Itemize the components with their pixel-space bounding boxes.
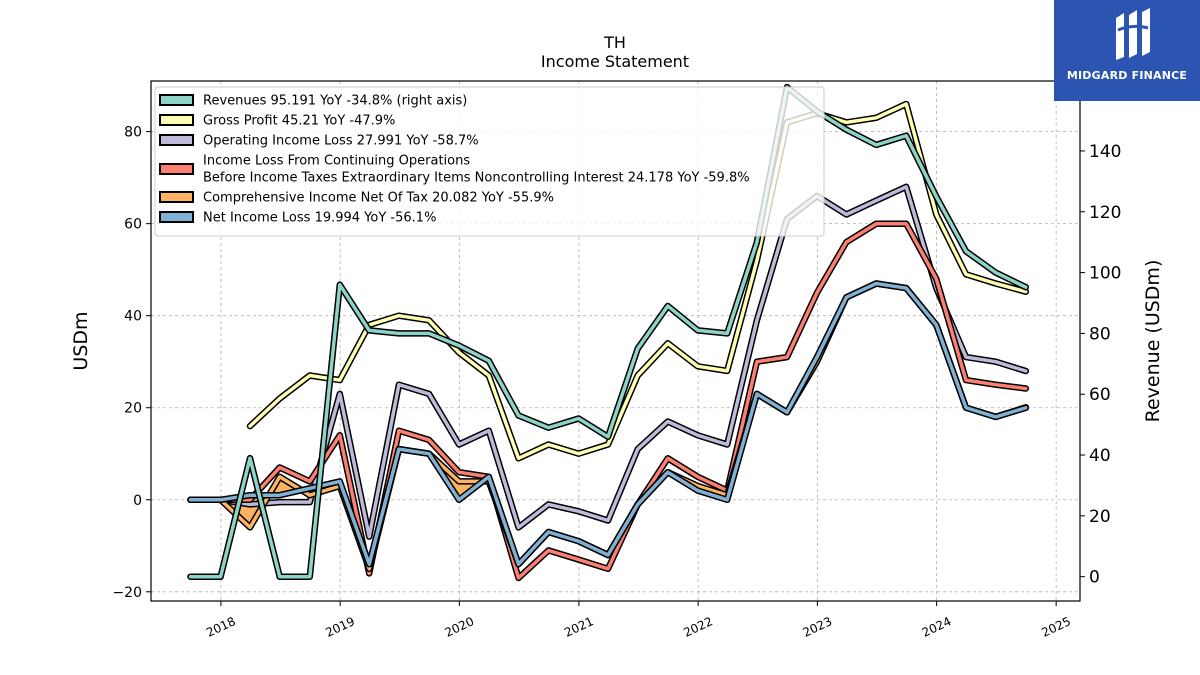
plot-frame [150,80,1081,602]
brand-logo-text: MIDGARD FINANCE [1066,69,1188,82]
legend-swatch [159,191,194,203]
legend-swatch [159,163,194,175]
y-right-tick-label: 80 [1089,324,1111,344]
legend-swatch [159,211,194,223]
chart-ticker: TH [603,33,626,52]
legend-label: Income Loss From Continuing Operations [203,154,470,169]
legend-swatch [159,134,194,146]
x-tick-label: 2025 [1039,614,1073,640]
legend-swatch [159,114,194,126]
x-tick-label: 2018 [204,614,238,640]
series-line [188,221,1028,580]
series-line [188,281,1028,566]
y-right-tick-label: 20 [1089,507,1111,527]
series-line [188,85,1028,579]
x-tick-label: 2021 [562,614,596,640]
legend-label: Comprehensive Income Net Of Tax 20.082 Y… [203,191,554,206]
y-right-tick-label: 60 [1089,385,1111,405]
x-tick-label: 2023 [801,614,835,640]
legend-label: Before Income Taxes Extraordinary Items … [203,171,750,186]
y-tick-label: 20 [124,401,142,417]
y-right-tick-label: 100 [1089,264,1121,284]
x-tick-label: 2020 [443,614,477,640]
y-right-tick-label: 40 [1089,446,1111,466]
legend-swatch [159,94,194,106]
x-tick-label: 2022 [681,614,715,640]
legend-label: Net Income Loss 19.994 YoY -56.1% [203,211,436,226]
legend-label: Gross Profit 45.21 YoY -47.9% [203,114,395,129]
y-tick-label: 40 [124,309,142,325]
legend-box [154,86,825,237]
y-tick-label: 80 [124,125,142,141]
chart-subtitle: Income Statement [541,52,689,71]
brand-logo: MIDGARD FINANCE [1054,0,1200,101]
x-tick-label: 2019 [323,614,357,640]
series-line [188,185,1028,539]
y-tick-label: −20 [112,585,142,601]
series-layer [187,83,1030,582]
y-tick-label: 0 [133,493,142,509]
legend-label: Revenues 95.191 YoY -34.8% (right axis) [203,94,467,109]
y-tick-label: 60 [124,217,142,233]
series-line [248,102,1028,461]
x-tick-label: 2024 [920,614,954,640]
y-right-tick-label: 140 [1089,142,1121,162]
legend: Revenues 95.191 YoY -34.8% (right axis) G… [154,86,825,237]
y-right-tick-label: 120 [1089,203,1121,223]
y-axis-label: USDm [70,311,92,370]
y-right-tick-label: 0 [1089,568,1100,588]
brand-mark-icon [1116,8,1150,60]
y-right-axis-label: Revenue (USDm) [1142,260,1164,423]
legend-label: Operating Income Loss 27.991 YoY -58.7% [203,134,479,149]
